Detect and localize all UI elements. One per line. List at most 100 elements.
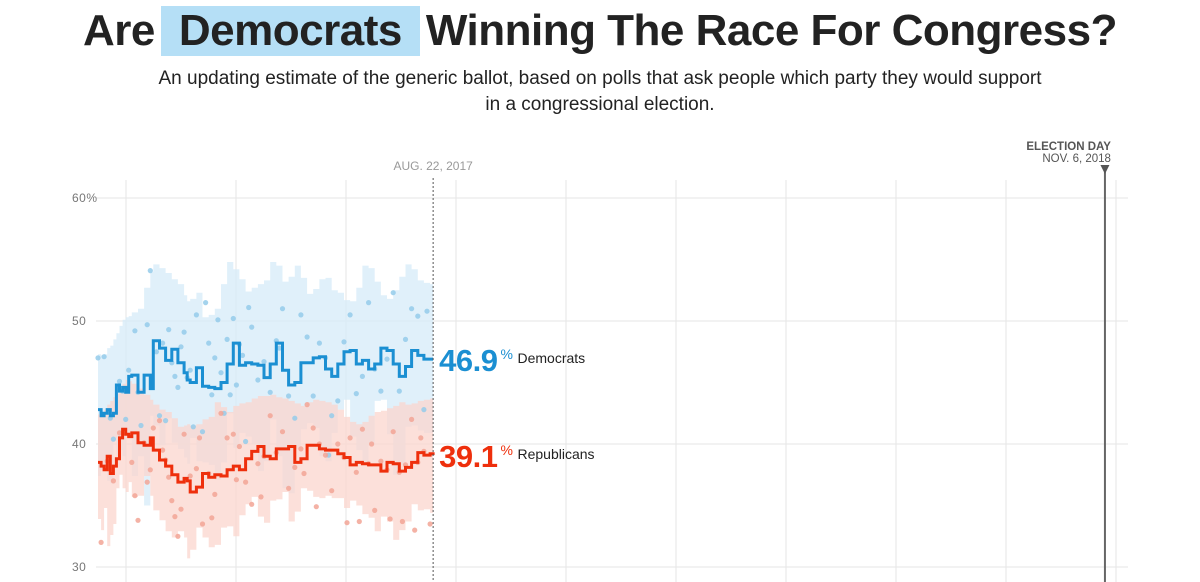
republicans-poll-dot xyxy=(409,416,415,422)
republicans-poll-dot xyxy=(135,517,141,523)
republicans-value: 39.1 xyxy=(439,439,498,474)
republicans-poll-dot xyxy=(172,514,178,520)
republicans-poll-dot xyxy=(156,418,163,424)
democrats-end-label: 46.9% Democrats xyxy=(439,343,585,378)
democrats-poll-dot xyxy=(378,388,384,394)
republicans-poll-dot xyxy=(258,494,264,500)
y-tick-label: 30 xyxy=(72,560,86,574)
republicans-poll-dot xyxy=(181,431,187,437)
democrats-poll-dot xyxy=(206,340,212,346)
democrats-poll-dot xyxy=(218,370,224,376)
democrats-poll-dot xyxy=(227,392,233,398)
republicans-poll-dot xyxy=(230,431,236,437)
republicans-poll-dot xyxy=(412,527,418,533)
democrats-poll-dot xyxy=(101,354,107,360)
title-before: Are xyxy=(83,6,155,55)
republicans-poll-dot xyxy=(132,493,138,499)
republicans-poll-dot xyxy=(110,478,116,484)
republicans-poll-dot xyxy=(292,464,298,470)
democrats-poll-dot xyxy=(123,416,129,422)
republicans-poll-dot xyxy=(160,447,166,453)
republicans-poll-dot xyxy=(372,507,378,513)
democrats-poll-dot xyxy=(329,413,335,419)
democrats-poll-dot xyxy=(409,306,415,312)
democrats-poll-dot xyxy=(304,334,310,340)
democrats-name: Democrats xyxy=(517,350,585,366)
republicans-poll-dot xyxy=(224,435,230,441)
democrats-poll-dot xyxy=(203,300,209,306)
democrats-poll-dot xyxy=(153,349,159,355)
republicans-poll-dot xyxy=(418,435,424,441)
page-title: Are Democrats Winning The Race For Congres… xyxy=(0,6,1200,56)
democrats-poll-dot xyxy=(359,373,365,379)
democrats-poll-dot xyxy=(224,336,230,342)
democrats-poll-dot xyxy=(384,356,390,362)
republicans-poll-dot xyxy=(233,477,239,483)
republicans-poll-dot xyxy=(359,426,365,432)
democrats-poll-dot xyxy=(178,344,184,350)
democrats-poll-dot xyxy=(421,407,427,413)
republicans-name: Republicans xyxy=(517,446,594,462)
democrats-poll-dot xyxy=(335,398,341,404)
democrats-poll-dot xyxy=(286,393,292,399)
election-day-label: ELECTION DAY xyxy=(1026,141,1111,153)
page-subtitle: An updating estimate of the generic ball… xyxy=(158,68,1042,115)
democrats-poll-dot xyxy=(366,300,372,306)
democrats-poll-dot xyxy=(261,359,267,365)
republicans-poll-dot xyxy=(399,518,405,525)
title-highlight: Democrats xyxy=(160,6,420,56)
democrats-poll-dot xyxy=(209,392,215,398)
democrats-poll-dot xyxy=(163,418,169,424)
election-day-arrow-icon xyxy=(1100,165,1110,174)
democrats-poll-dot xyxy=(212,355,218,361)
republicans-poll-dot xyxy=(329,488,335,494)
y-tick-label: 40 xyxy=(72,437,86,451)
democrats-poll-dot xyxy=(233,382,239,388)
democrats-poll-dot xyxy=(190,424,196,430)
title-after: Winning The Race For Congress? xyxy=(425,6,1118,55)
y-tick-label: 60% xyxy=(72,191,98,205)
democrats-poll-dot xyxy=(276,345,282,351)
democrats-poll-dot xyxy=(193,312,199,318)
democrats-poll-dot xyxy=(341,339,347,345)
republicans-poll-dot xyxy=(298,446,304,452)
republicans-poll-dot xyxy=(212,491,218,497)
republicans-poll-dot xyxy=(218,410,224,416)
democrats-poll-dot xyxy=(249,324,255,330)
republicans-poll-dot xyxy=(144,479,150,485)
democrats-poll-dot xyxy=(116,378,123,384)
republicans-poll-dot xyxy=(150,425,156,431)
average-lines xyxy=(98,339,435,494)
republicans-poll-dot xyxy=(193,466,199,472)
republicans-poll-dot xyxy=(353,469,359,475)
democrats-poll-dot xyxy=(175,384,181,390)
republicans-poll-dot xyxy=(344,520,350,526)
democrats-poll-dot xyxy=(347,312,353,318)
republicans-poll-dot xyxy=(175,533,181,539)
republicans-poll-dot xyxy=(116,430,123,436)
republicans-poll-dot xyxy=(304,402,310,408)
democrats-poll-dot xyxy=(402,336,409,342)
republicans-uncertainty-band xyxy=(98,380,434,559)
democrats-poll-dot xyxy=(298,312,304,318)
democrats-poll-dot xyxy=(415,313,421,319)
y-tick-label: 50 xyxy=(72,314,86,328)
democrats-value: 46.9 xyxy=(439,343,498,378)
republicans-poll-dot xyxy=(147,467,153,473)
democrats-poll-dot xyxy=(292,415,298,421)
democrats-poll-dot xyxy=(230,315,236,322)
republicans-poll-dot xyxy=(301,470,307,477)
democrats-poll-dot xyxy=(215,317,221,323)
republicans-poll-dot xyxy=(98,539,104,546)
democrats-unit: % xyxy=(500,346,512,362)
republicans-poll-dot xyxy=(286,485,292,491)
current-date-label: AUG. 22, 2017 xyxy=(393,159,473,173)
democrats-poll-dot xyxy=(424,308,430,314)
republicans-poll-dot xyxy=(243,479,249,485)
democrats-poll-dot xyxy=(396,388,402,394)
election-day-date: NOV. 6, 2018 xyxy=(1042,153,1111,165)
republicans-poll-dot xyxy=(322,452,329,458)
republicans-poll-dot xyxy=(378,458,384,464)
democrats-poll-dot xyxy=(166,327,172,333)
